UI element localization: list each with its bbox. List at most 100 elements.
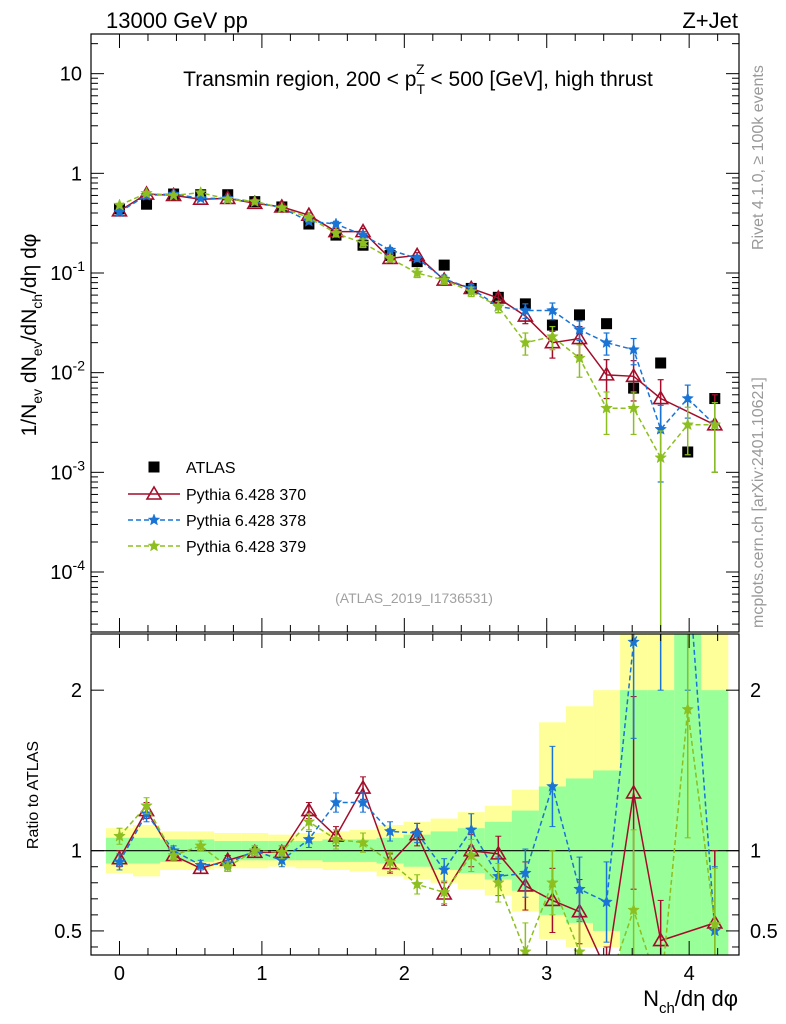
x-tick-label: 2 [399,963,410,985]
series-line [119,193,716,426]
ratio-point [248,844,262,857]
data-point [708,418,722,431]
data-point [600,336,613,349]
data-point [600,401,613,414]
legend-entry: Pythia 6.428 378 [128,513,306,530]
legend: ATLAS Pythia 6.428 370 Pythia 6.428 378 Pyt… [128,460,306,556]
ratio-point [464,848,478,861]
legend-label: Pythia 6.428 370 [186,487,306,504]
ylabel-part: /dη dφ [18,234,41,294]
ratio-point [464,823,478,836]
legend-marker [145,485,163,500]
tick-exponent: -4 [73,557,86,573]
data-point [519,303,532,316]
main-title: Transmin region, 200 < pTZ < 500 [GeV], … [183,61,653,97]
ratio-y-tick-label-right: 1 [750,841,761,863]
title-suffix: < 500 [GeV], high thrust [425,68,653,91]
data-point [681,391,695,404]
ratio-point [356,795,370,808]
data-point [329,217,343,230]
ratio-point [383,855,397,868]
xlabel-part: N [643,986,659,1011]
data-point [140,186,153,199]
series-pythia-6-428-378 [113,187,722,483]
ratio-point [192,859,210,875]
ratio-point [113,829,126,842]
ratio-point [546,876,559,889]
ratio-point [627,635,640,648]
data-point [627,401,640,414]
tick-base: 10 [50,462,72,484]
y-tick-label: 10-2 [50,358,85,385]
data-point [546,303,559,316]
x-tick-label: 4 [684,963,695,985]
data-point [113,198,126,211]
data-point [601,318,613,330]
ratio-line [118,634,716,931]
y-tick-label: 10-4 [50,557,85,584]
ratio-point [275,845,289,858]
series-line [119,193,716,431]
title-prefix: Transmin region, 200 < p [183,68,416,91]
data-point [546,319,558,331]
ratio-point [302,832,316,845]
ratio-point [491,876,505,889]
y-tick-label: 10-3 [50,457,85,484]
x-axis-label: Nch/dη dφ [643,986,738,1017]
title-subscript: T [416,81,425,97]
ratio-y-tick-label-right: 0.5 [750,921,778,943]
legend-label: Pythia 6.428 378 [186,513,306,530]
ratio-point [410,826,424,839]
data-point [329,226,343,239]
data-point [437,273,451,286]
x-tick-label: 0 [114,963,125,985]
ratio-panel: 0.5 0.5 1 1 2 2 0 1 2 3 4 Ratio to ATLAS Nch/dη dφ [25,556,778,1017]
ratio-point [682,556,693,567]
ratio-y-tick-label: 0.5 [54,921,82,943]
tick-base: 10 [50,562,72,584]
series-atlas [113,188,721,458]
legend-marker [147,539,161,552]
data-point [654,451,668,464]
ratio-point [600,895,613,908]
ratio-point [573,882,586,895]
ratio-point [329,795,343,808]
ylabel-part: ev [29,389,45,404]
xlabel-sub: ch [659,1000,675,1017]
ratio-axes: 0.5 0.5 1 1 2 2 0 1 2 3 4 [54,633,778,985]
ratio-point [625,784,643,799]
main-plot-area [111,185,724,632]
data-point [681,418,695,431]
data-point [113,205,126,218]
side-labels: Rivet 4.1.0, ≥ 100k events mcplots.cern.… [750,65,767,628]
energy-label: 13000 GeV pp [106,8,248,33]
data-point [546,329,559,343]
ratio-y-tick-label: 2 [71,680,82,702]
ratio-point [221,860,235,873]
xlabel-part: /dη dφ [675,986,738,1011]
data-point [410,251,424,264]
ratio-point [708,917,722,930]
ratio-point [113,855,126,868]
ratio-point [329,832,343,845]
ratio-point [275,853,289,866]
data-point [464,284,478,298]
main-frame [90,33,740,633]
ratio-point [437,863,451,876]
tick-base: 10 [50,263,72,285]
ratio-point [627,903,640,916]
ratio-y-axis-label: Ratio to ATLAS [25,741,42,849]
data-point [627,343,640,356]
tick-exponent: -3 [73,457,86,473]
data-point [383,251,397,264]
data-point [167,188,180,201]
ratio-point [302,815,316,828]
main-y-axis-label: 1/Nev dNev/dNch/dη dφ [18,234,45,437]
ratio-series-pythia-6-428-379 [113,634,722,955]
ratio-plot-area [91,556,739,955]
title-superscript: Z [416,61,425,77]
ratio-point [383,824,397,837]
data-point [410,266,424,279]
